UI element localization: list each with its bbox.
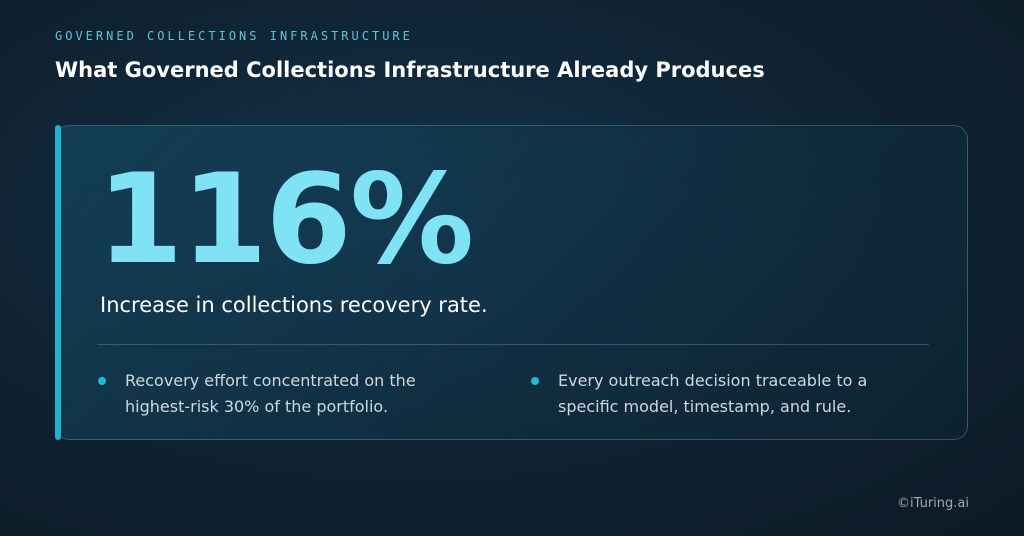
divider bbox=[97, 344, 929, 345]
bullet-text: Recovery effort concentrated on the high… bbox=[125, 371, 416, 416]
accent-bar bbox=[55, 125, 61, 440]
stat-card bbox=[55, 125, 968, 440]
stat-caption: Increase in collections recovery rate. bbox=[100, 293, 488, 317]
bullet-dot bbox=[531, 377, 539, 385]
footer: ©iTuring.ai bbox=[897, 496, 969, 511]
bullet-dot bbox=[98, 377, 106, 385]
title: What Governed Collections Infrastructure… bbox=[55, 58, 765, 82]
bullet-text: Every outreach decision traceable to a s… bbox=[558, 371, 868, 416]
stat-value: 116% bbox=[97, 148, 474, 292]
eyebrow: GOVERNED COLLECTIONS INFRASTRUCTURE bbox=[55, 29, 413, 43]
